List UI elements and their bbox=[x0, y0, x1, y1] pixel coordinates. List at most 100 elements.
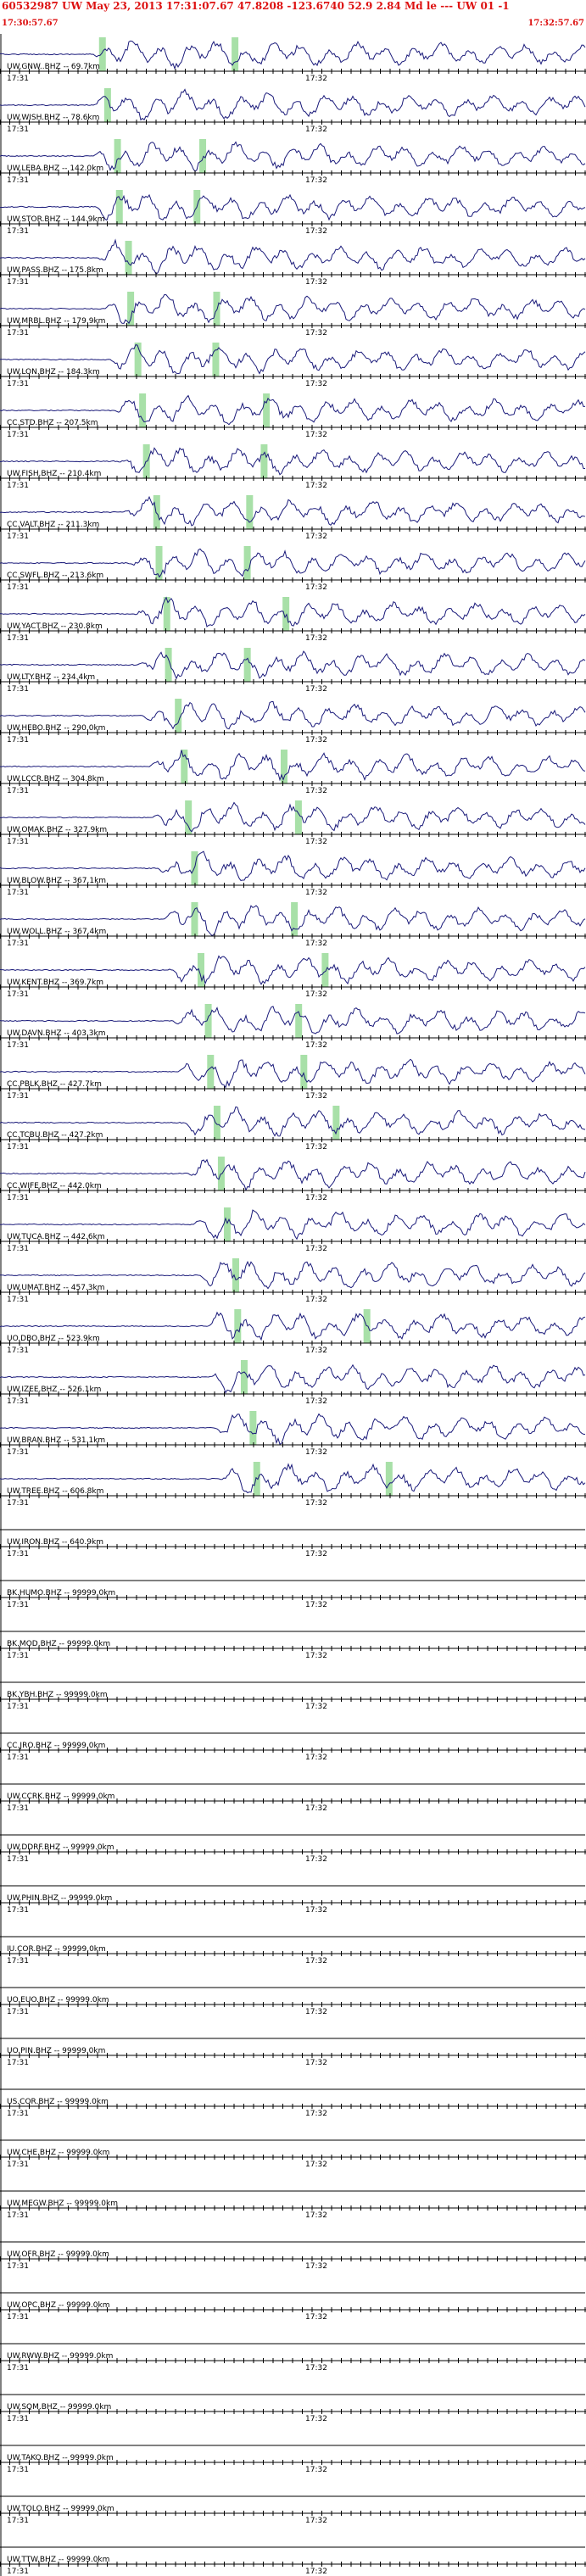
station-label: UW.WISH.BHZ -- 78.6km bbox=[7, 114, 99, 122]
tick-label-1732: 17:32 bbox=[305, 2568, 327, 2576]
trace-9: CC.VALT.BHZ -- 211.3km 17:31 17:32 bbox=[0, 495, 586, 541]
pick-marker bbox=[240, 1360, 248, 1394]
pick-marker bbox=[98, 37, 106, 71]
station-label: UW.PASS.BHZ -- 175.8km bbox=[7, 266, 103, 275]
waveform bbox=[0, 193, 586, 221]
pick-marker bbox=[282, 597, 290, 631]
start-time-label: 17:30:57.67 bbox=[2, 19, 59, 28]
trace-12: UW.LTY.BHZ -- 234.4km 17:31 17:32 bbox=[0, 648, 586, 694]
tick-label-1732: 17:32 bbox=[305, 1448, 327, 1457]
tick-label-1732: 17:32 bbox=[305, 1347, 327, 1355]
tick-label-1732: 17:32 bbox=[305, 2415, 327, 2423]
trace-11: UW.YACT.BHZ -- 230.8km 17:31 17:32 bbox=[0, 596, 586, 643]
trace-42: UW.MEGW.BHZ -- 99999.0km 17:31 17:32 bbox=[0, 2190, 586, 2220]
trace-38: UO.EUO.BHZ -- 99999.0km 17:31 17:32 bbox=[0, 1987, 586, 2016]
tick-label-1732: 17:32 bbox=[305, 431, 327, 439]
pick-marker bbox=[204, 1004, 212, 1038]
tick-label-1731: 17:31 bbox=[7, 329, 29, 337]
station-label: UW.HEBO.BHZ -- 290.0km bbox=[7, 724, 105, 733]
tick-label-1731: 17:31 bbox=[7, 787, 29, 795]
tick-label-1731: 17:31 bbox=[7, 482, 29, 490]
trace-23: UW.TUCA.BHZ -- 442.6km 17:31 17:32 bbox=[0, 1207, 586, 1253]
pick-marker bbox=[115, 190, 123, 224]
tick-label-1732: 17:32 bbox=[305, 75, 327, 83]
pick-marker bbox=[243, 546, 251, 580]
tick-label-1731: 17:31 bbox=[7, 176, 29, 185]
event-title: 60532987 UW May 23, 2013 17:31:07.67 47.… bbox=[2, 0, 510, 12]
station-label: CC.WIFE.BHZ -- 442.0km bbox=[7, 1182, 102, 1190]
tick-label-1731: 17:31 bbox=[7, 889, 29, 897]
trace-16: UW.BLOW.BHZ -- 367.1km 17:31 17:32 bbox=[0, 850, 586, 897]
tick-label-1731: 17:31 bbox=[7, 838, 29, 846]
waveform bbox=[0, 1413, 586, 1446]
pick-marker bbox=[232, 37, 239, 71]
tick-label-1731: 17:31 bbox=[7, 2211, 29, 2220]
tick-label-1732: 17:32 bbox=[305, 990, 327, 999]
tick-label-1732: 17:32 bbox=[305, 1855, 327, 1864]
station-label: UW.MEGW.BHZ -- 99999.0km bbox=[7, 2200, 118, 2208]
waveform bbox=[0, 1006, 586, 1034]
trace-6: UW.LON.BHZ -- 184.3km 17:31 17:32 bbox=[0, 343, 586, 388]
tick-label-1731: 17:31 bbox=[7, 2008, 29, 2016]
tick-label-1732: 17:32 bbox=[305, 583, 327, 592]
station-label: UW.TUCA.BHZ -- 442.6km bbox=[7, 1233, 105, 1241]
station-label: UW.TREE.BHZ -- 606.8km bbox=[7, 1487, 103, 1496]
station-label: UW.OMAK.BHZ -- 327.9km bbox=[7, 826, 107, 834]
station-label: UW.PHIN.BHZ -- 99999.0km bbox=[7, 1894, 112, 1903]
tick-label-1732: 17:32 bbox=[305, 1957, 327, 1965]
tick-label-1732: 17:32 bbox=[305, 736, 327, 744]
tick-label-1732: 17:32 bbox=[305, 532, 327, 541]
pick-marker bbox=[185, 800, 193, 834]
trace-47: UW.TAKO.BHZ -- 99999.0km 17:31 17:32 bbox=[0, 2445, 586, 2474]
tick-label-1731: 17:31 bbox=[7, 278, 29, 287]
pick-marker bbox=[300, 1055, 308, 1089]
tick-label-1731: 17:31 bbox=[7, 2364, 29, 2372]
waveform bbox=[0, 394, 586, 426]
tick-label-1731: 17:31 bbox=[7, 1448, 29, 1457]
station-label: UW.TTW.BHZ -- 99999.0km bbox=[7, 2556, 109, 2564]
station-label: UW.YACT.BHZ -- 230.8km bbox=[7, 622, 103, 631]
station-label: UW.CHE.BHZ -- 99999.0km bbox=[7, 2149, 109, 2157]
trace-37: IU.COR.BHZ -- 99999.0km 17:31 17:32 bbox=[0, 1936, 586, 1965]
trace-25: UO.DBO.BHZ -- 523.9km 17:31 17:32 bbox=[0, 1309, 586, 1355]
tick-label-1731: 17:31 bbox=[7, 2568, 29, 2576]
trace-43: UW.OFR.BHZ -- 99999.0km 17:31 17:32 bbox=[0, 2241, 586, 2271]
tick-label-1731: 17:31 bbox=[7, 1652, 29, 1660]
pick-marker bbox=[197, 953, 204, 987]
station-label: UW.LEBA.BHZ -- 142.0km bbox=[7, 164, 103, 173]
pick-marker bbox=[181, 750, 188, 783]
trace-28: UW.TREE.BHZ -- 606.8km 17:31 17:32 bbox=[0, 1462, 586, 1508]
trace-41: UW.CHE.BHZ -- 99999.0km 17:31 17:32 bbox=[0, 2139, 586, 2169]
waveform bbox=[0, 548, 586, 578]
pick-marker bbox=[321, 953, 329, 987]
pick-marker bbox=[291, 902, 299, 936]
station-label: US.COR.BHZ -- 99999.0km bbox=[7, 2098, 109, 2106]
waveform bbox=[0, 1058, 586, 1089]
station-label: UW.TAKO.BHZ -- 99999.0km bbox=[7, 2454, 114, 2462]
pick-marker bbox=[260, 444, 268, 478]
station-label: UW.IRON.BHZ -- 640.9km bbox=[7, 1538, 103, 1547]
station-label: UW.FISH.BHZ -- 210.4km bbox=[7, 470, 101, 478]
tick-label-1731: 17:31 bbox=[7, 2262, 29, 2271]
tick-label-1732: 17:32 bbox=[305, 2161, 327, 2169]
tick-label-1731: 17:31 bbox=[7, 1804, 29, 1813]
trace-3: UW.STOR.BHZ -- 144.9km 17:31 17:32 bbox=[0, 190, 586, 236]
trace-10: CC.SWFL.BHZ -- 213.6km 17:31 17:32 bbox=[0, 546, 586, 592]
tick-label-1731: 17:31 bbox=[7, 583, 29, 592]
station-label: UW.RWW.BHZ -- 99999.0km bbox=[7, 2352, 113, 2361]
tick-label-1731: 17:31 bbox=[7, 634, 29, 643]
waveform bbox=[0, 801, 586, 833]
trace-20: CC.PBLK.BHZ -- 427.7km 17:31 17:32 bbox=[0, 1055, 586, 1101]
trace-45: UW.RWW.BHZ -- 99999.0km 17:31 17:32 bbox=[0, 2343, 586, 2372]
trace-26: UW.IZEE.BHZ -- 526.1km 17:31 17:32 bbox=[0, 1360, 586, 1406]
tick-label-1731: 17:31 bbox=[7, 1703, 29, 1711]
station-label: BK.HUMO.BHZ -- 99999.0km bbox=[7, 1589, 115, 1597]
waveform bbox=[0, 750, 586, 782]
tick-label-1731: 17:31 bbox=[7, 532, 29, 541]
pick-marker bbox=[134, 343, 142, 376]
waveform bbox=[0, 596, 586, 627]
station-label: UW.MRBL.BHZ -- 179.9km bbox=[7, 317, 105, 326]
tick-label-1732: 17:32 bbox=[305, 940, 327, 948]
station-label: UO.EUO.BHZ -- 99999.0km bbox=[7, 1996, 109, 2004]
